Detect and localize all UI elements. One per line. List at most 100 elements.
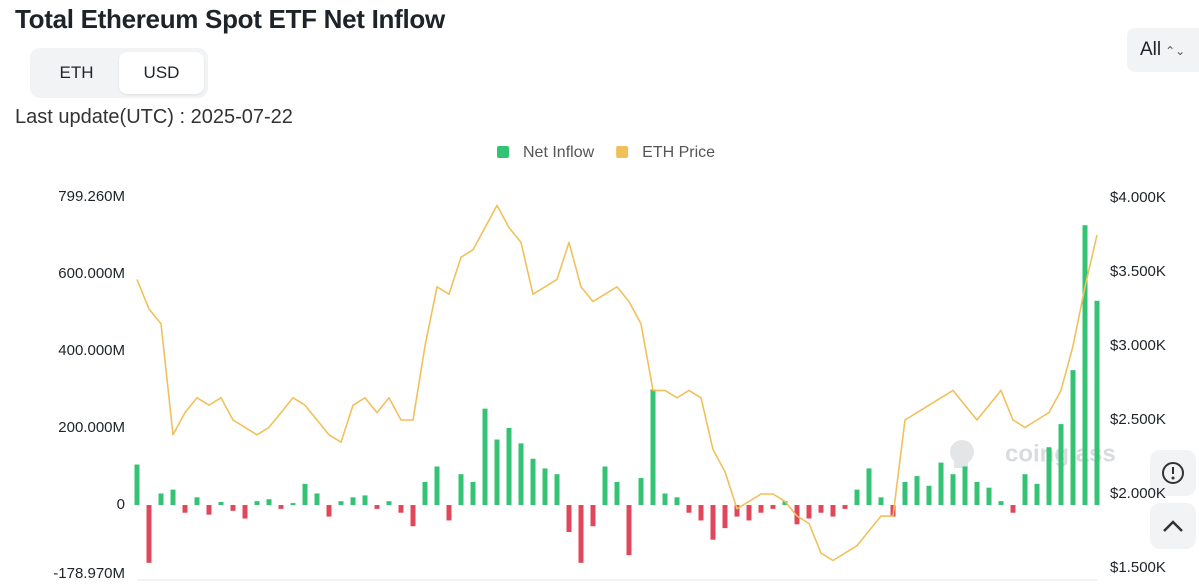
bar bbox=[1022, 474, 1028, 506]
bar bbox=[722, 505, 728, 529]
bar bbox=[506, 427, 512, 506]
bar bbox=[818, 505, 824, 513]
bar bbox=[1046, 447, 1052, 506]
bar bbox=[746, 505, 752, 521]
bar bbox=[1082, 225, 1088, 506]
bar bbox=[710, 505, 716, 540]
y-tick-label: 400.000M bbox=[58, 342, 125, 359]
bar bbox=[1034, 483, 1040, 506]
help-button[interactable] bbox=[1150, 450, 1196, 496]
y-tick-label: 200.000M bbox=[58, 419, 125, 436]
y-tick-label: 0 bbox=[117, 496, 125, 513]
bar bbox=[530, 458, 536, 506]
legend-swatch bbox=[616, 146, 629, 158]
bar bbox=[758, 505, 764, 513]
y2-tick-label: $4.000K bbox=[1110, 189, 1166, 206]
y-tick-label: -178.970M bbox=[53, 565, 125, 582]
bar bbox=[254, 501, 260, 506]
bar bbox=[386, 501, 392, 506]
bar bbox=[446, 505, 452, 521]
bar bbox=[470, 481, 476, 506]
y2-tick-label: $2.000K bbox=[1110, 485, 1166, 502]
bar bbox=[350, 497, 356, 506]
y2-tick-label: $2.500K bbox=[1110, 411, 1166, 428]
bar bbox=[614, 481, 620, 506]
bar bbox=[854, 489, 860, 506]
bar bbox=[278, 505, 284, 509]
bar bbox=[734, 505, 740, 517]
unit-toggle: ETH USD bbox=[30, 48, 208, 98]
bar bbox=[230, 505, 236, 511]
y2-tick-label: $1.500K bbox=[1110, 559, 1166, 576]
unit-option[interactable]: ETH bbox=[59, 63, 94, 82]
bar bbox=[134, 464, 140, 506]
bar bbox=[770, 505, 776, 509]
bar bbox=[950, 474, 956, 506]
bar bbox=[686, 505, 692, 513]
bar bbox=[782, 501, 788, 506]
bar bbox=[566, 505, 572, 533]
bar bbox=[554, 474, 560, 506]
bar bbox=[338, 501, 344, 506]
bar bbox=[794, 505, 800, 525]
bar bbox=[218, 501, 224, 506]
bar bbox=[986, 487, 992, 506]
bar bbox=[422, 481, 428, 506]
bar bbox=[146, 505, 152, 563]
bar bbox=[626, 505, 632, 556]
bar bbox=[926, 485, 932, 506]
bar bbox=[830, 505, 836, 517]
bar bbox=[578, 505, 584, 563]
last-update: Last update(UTC) : 2025-07-22 bbox=[15, 106, 293, 128]
bar bbox=[914, 476, 920, 506]
plot bbox=[134, 204, 1100, 563]
watermark-icon bbox=[950, 440, 974, 468]
bar bbox=[206, 505, 212, 515]
bar bbox=[1070, 370, 1076, 506]
legend-label: Net Inflow bbox=[523, 144, 595, 161]
price-line bbox=[136, 204, 1098, 562]
bar bbox=[938, 462, 944, 506]
bar bbox=[602, 466, 608, 506]
bar bbox=[410, 505, 416, 527]
bar bbox=[806, 505, 812, 519]
select-arrows: ⌃⌄ bbox=[1165, 44, 1186, 58]
bar bbox=[290, 503, 296, 506]
bar bbox=[182, 505, 188, 513]
bar bbox=[434, 466, 440, 506]
bar bbox=[266, 499, 272, 506]
bar bbox=[1010, 505, 1016, 513]
y2-tick-label: $3.000K bbox=[1110, 337, 1166, 354]
bar bbox=[398, 505, 404, 513]
bar bbox=[698, 505, 704, 521]
range-select[interactable]: All ⌃⌄ bbox=[1127, 28, 1199, 72]
bar bbox=[650, 389, 656, 506]
scroll-top-button[interactable] bbox=[1150, 503, 1196, 549]
bar bbox=[998, 501, 1004, 506]
bar bbox=[974, 481, 980, 506]
bar bbox=[158, 493, 164, 506]
bar bbox=[878, 497, 884, 506]
bar bbox=[302, 483, 308, 506]
bar bbox=[1094, 300, 1100, 506]
y2-tick-label: $3.500K bbox=[1110, 263, 1166, 280]
y-tick-label: 600.000M bbox=[58, 265, 125, 282]
unit-option[interactable]: USD bbox=[119, 52, 204, 94]
page-title: Total Ethereum Spot ETF Net Inflow bbox=[15, 4, 445, 34]
bar bbox=[314, 493, 320, 506]
bar bbox=[482, 408, 488, 506]
bar bbox=[518, 443, 524, 506]
bar bbox=[362, 495, 368, 506]
bar bbox=[902, 481, 908, 506]
bar bbox=[170, 489, 176, 506]
bar bbox=[542, 468, 548, 506]
bar bbox=[962, 466, 968, 506]
bar bbox=[242, 505, 248, 519]
bar bbox=[494, 439, 500, 506]
bar bbox=[1058, 424, 1064, 506]
range-value: All bbox=[1140, 39, 1162, 60]
bar bbox=[194, 497, 200, 506]
bar bbox=[374, 505, 380, 509]
